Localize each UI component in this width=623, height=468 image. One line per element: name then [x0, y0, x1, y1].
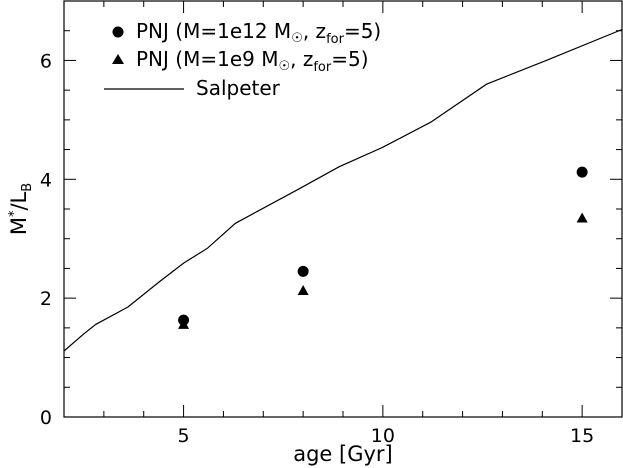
x-axis-title: age [Gyr] [293, 442, 393, 466]
y-tick-label: 6 [40, 50, 52, 72]
sun-symbol-icon: ☉ [278, 59, 290, 74]
data-point-triangle [178, 318, 190, 329]
y-axis-title-subscript: B [20, 183, 35, 192]
x-tick-label: 5 [178, 425, 190, 447]
series-layer [63, 28, 623, 352]
y-tick-label: 2 [40, 288, 52, 310]
x-tick-label: 10 [371, 425, 395, 447]
legend-marker-triangle [112, 54, 124, 64]
legend-label-salpeter: Salpeter [196, 76, 281, 100]
data-point-triangle [297, 285, 309, 296]
salpeter-line [63, 28, 623, 352]
x-tick-label: 15 [570, 425, 594, 447]
y-axis-title-main: M [7, 217, 31, 235]
y-axis-title-superscript: * [7, 210, 22, 217]
y-tick-label: 0 [40, 407, 52, 429]
data-point-circle [297, 265, 309, 277]
legend-label-1e12: PNJ (M=1e12 M☉, zfor=5) [136, 19, 381, 47]
axis-ticks [63, 0, 623, 418]
y-axis-title-slash: /L [7, 191, 31, 210]
legend: PNJ (M=1e12 M☉, zfor=5) PNJ (M=1e9 M☉, z… [104, 19, 381, 100]
legend-label-1e9: PNJ (M=1e9 M☉, zfor=5) [136, 47, 369, 75]
data-point-circle [576, 166, 588, 178]
axis-tick-labels: 5 10 15 0 2 4 6 [40, 50, 594, 447]
legend-marker-circle [112, 26, 124, 38]
sun-symbol-icon: ☉ [291, 31, 303, 46]
data-point-triangle [576, 212, 588, 223]
y-tick-label: 4 [40, 169, 52, 191]
y-axis-title: M*/LB [7, 183, 35, 235]
